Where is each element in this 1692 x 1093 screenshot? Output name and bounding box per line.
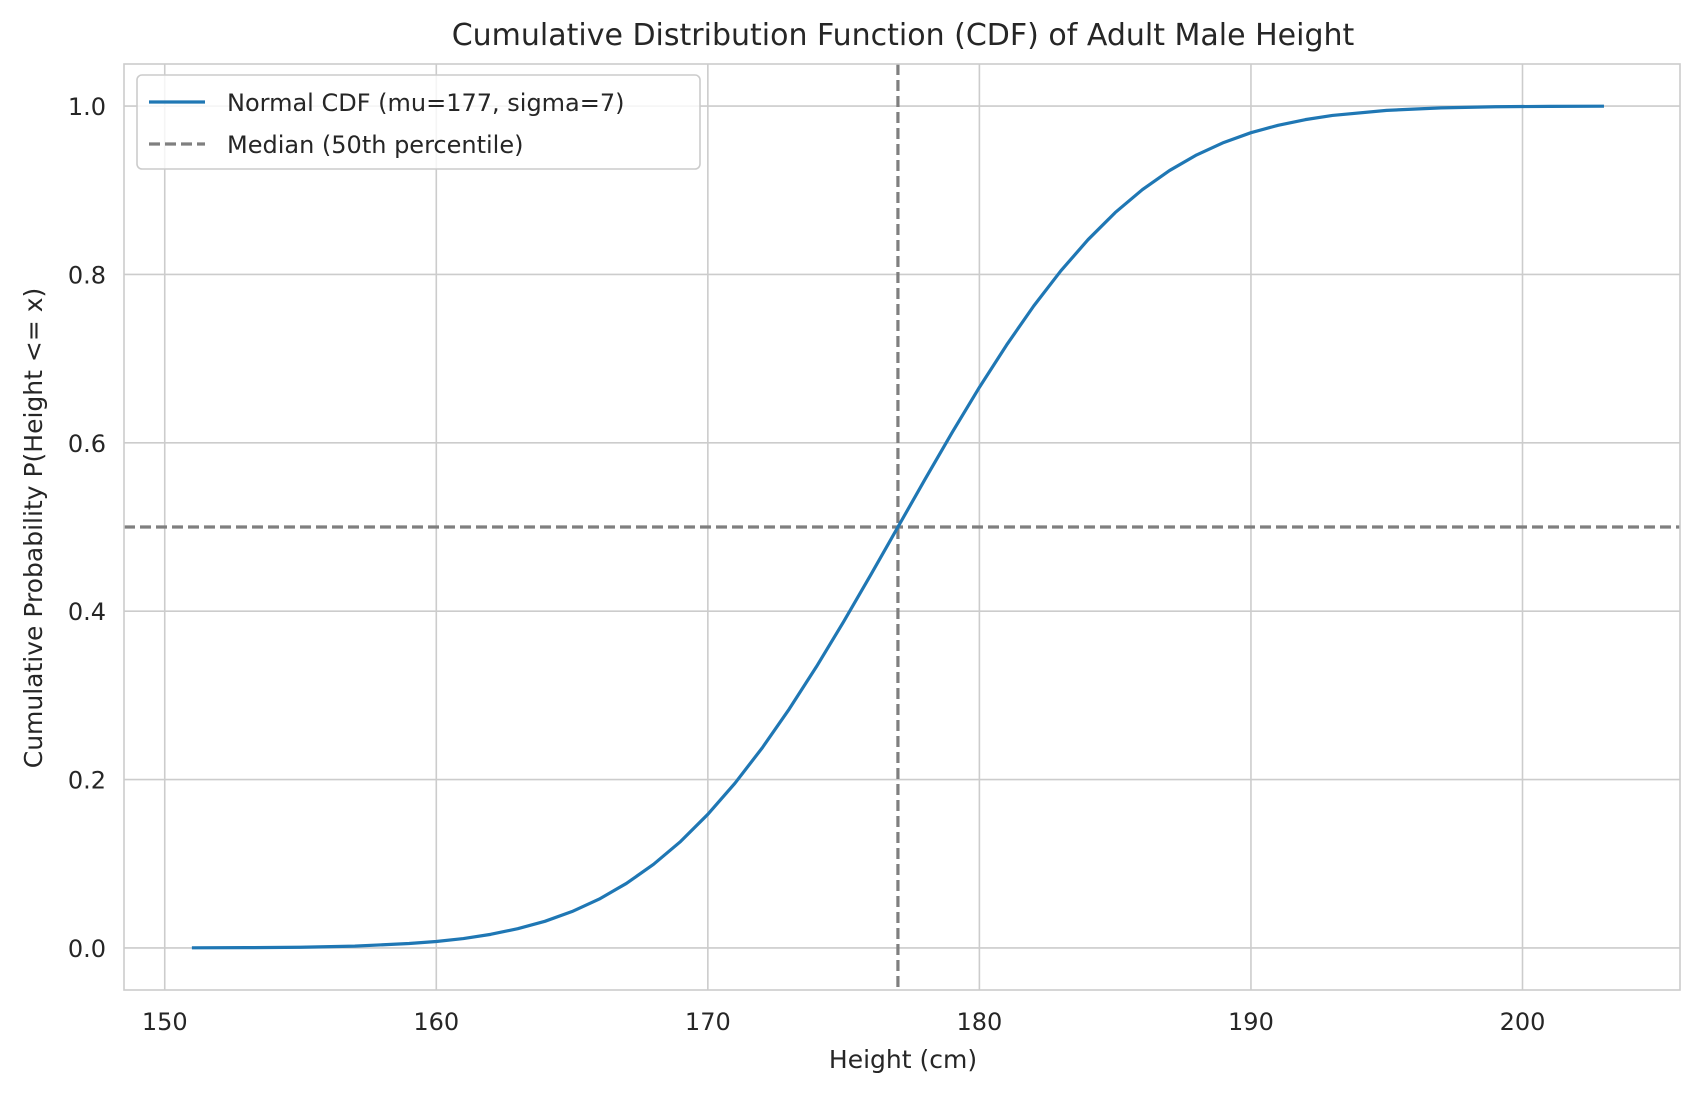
y-tick-label: 0.6 — [68, 430, 106, 458]
cdf-series-line — [191, 104, 1604, 950]
y-tick-label: 0.8 — [68, 261, 106, 289]
x-tick-label: 200 — [1500, 1008, 1546, 1036]
legend-box — [136, 74, 701, 170]
x-tick-label: 170 — [685, 1008, 731, 1036]
y-tick-label: 0.4 — [68, 598, 106, 626]
x-tick-label: 190 — [1228, 1008, 1274, 1036]
y-tick-label: 1.0 — [68, 93, 106, 121]
x-axis-label: Height (cm) — [829, 1045, 977, 1074]
x-tick-label: 180 — [956, 1008, 1002, 1036]
tick-labels: 150 160 170 180 190 200 0.0 0.2 0.4 0.6 0.8 1.0 — [68, 93, 1546, 1036]
legend-label: Median (50th percentile) — [227, 131, 523, 159]
y-tick-label: 0.2 — [68, 767, 106, 795]
y-axis-label: Cumulative Probability P(Height <= x) — [19, 288, 48, 769]
x-tick-label: 160 — [413, 1008, 459, 1036]
plot-frame — [123, 63, 1681, 991]
chart-title: Cumulative Distribution Function (CDF) o… — [452, 18, 1355, 53]
x-tick-label: 150 — [142, 1008, 188, 1036]
legend: Normal CDF (mu=177, sigma=7) Median (50th… — [136, 74, 701, 170]
plot-layer — [124, 64, 1680, 990]
legend-label: Normal CDF (mu=177, sigma=7) — [227, 89, 625, 117]
y-tick-label: 0.0 — [68, 935, 106, 963]
